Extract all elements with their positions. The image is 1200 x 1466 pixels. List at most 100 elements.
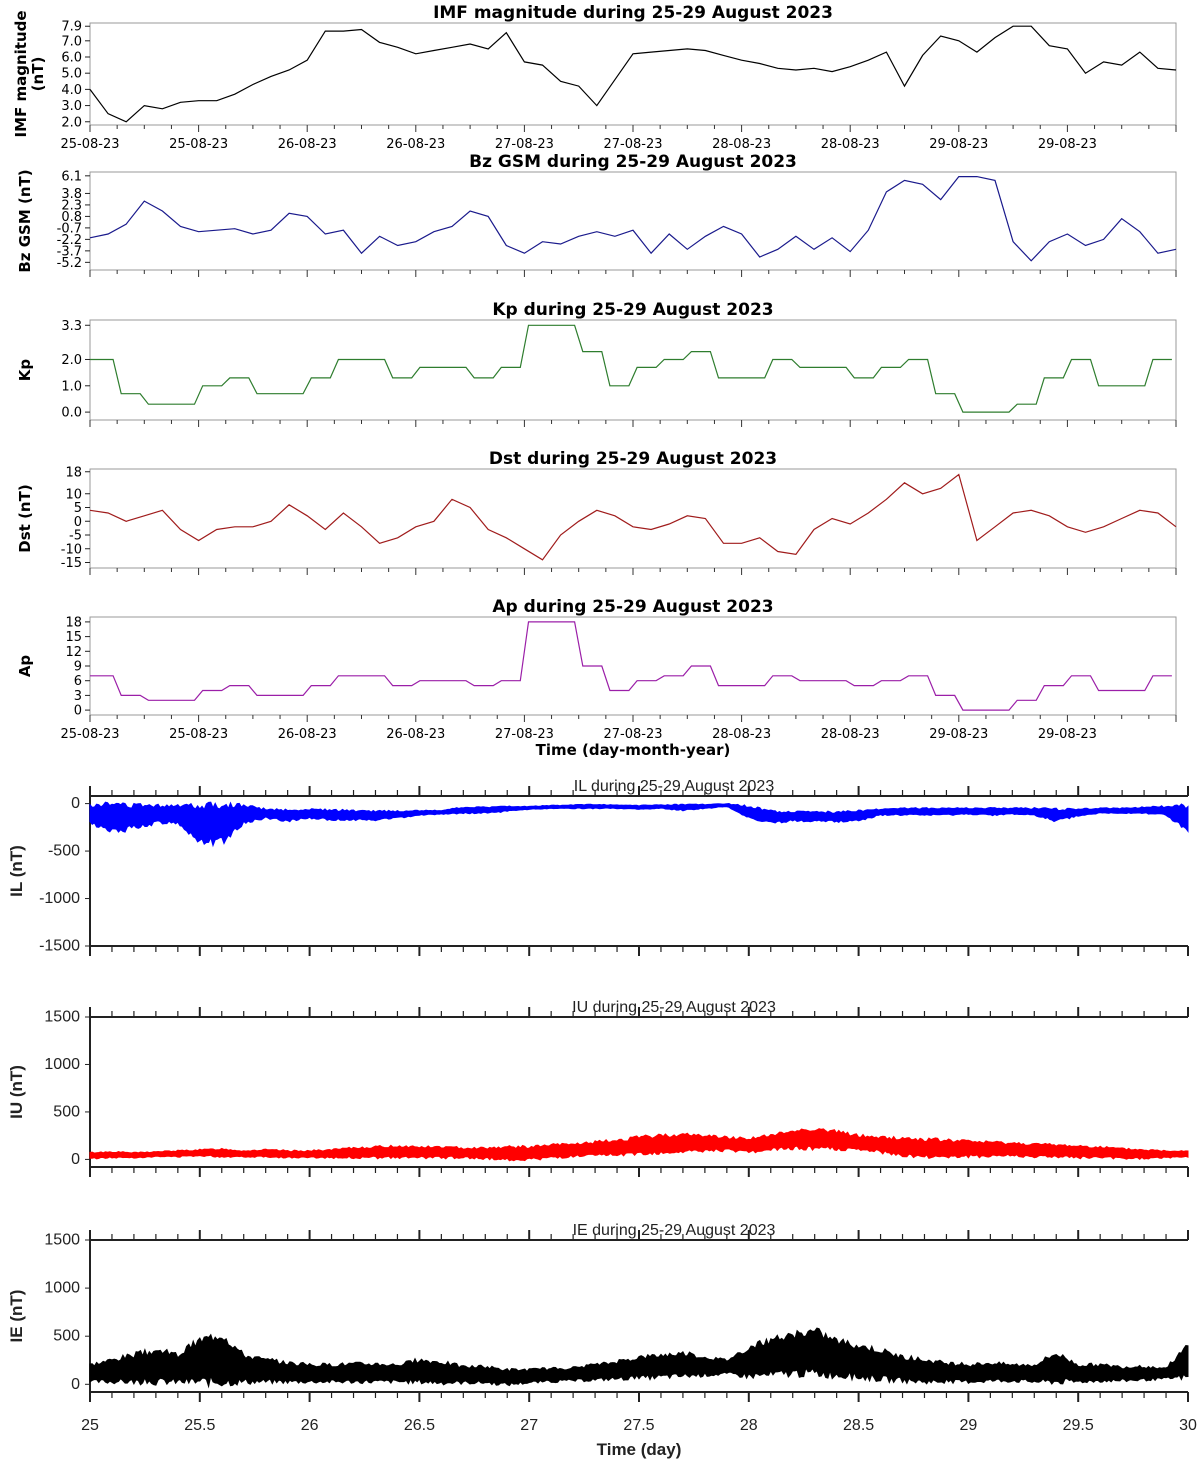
y-tick-label: -500 xyxy=(48,843,80,860)
x-tick-label: 30 xyxy=(1179,1417,1197,1434)
x-tick-label: 28-08-23 xyxy=(821,137,880,152)
x-tick-label: 27-08-23 xyxy=(495,137,554,152)
panel-7: IU during 25-29 August 2023 IU (nT) 0 500 10… xyxy=(7,999,1189,1177)
x-axis-label: Time (day) xyxy=(597,1440,682,1459)
y-tick-label: 3.8 xyxy=(61,187,82,202)
y-tick-label: 4.0 xyxy=(61,83,82,98)
panel-title: IMF magnitude during 25-29 August 2023 xyxy=(433,3,833,23)
y-tick-label: 0.8 xyxy=(61,210,82,225)
x-tick-label: 26-08-23 xyxy=(278,137,337,152)
y-axis-label: IE (nT) xyxy=(7,1290,26,1343)
panel-2: Bz GSM during 25-29 August 2023 Bz GSM (n… xyxy=(16,152,1177,277)
y-tick-label: 9 xyxy=(74,660,82,675)
series-line xyxy=(89,25,1177,123)
series-step-line xyxy=(90,324,1172,413)
panel-title: Dst during 25-29 August 2023 xyxy=(489,449,777,469)
x-tick-label: 27-08-23 xyxy=(603,137,662,152)
series-line xyxy=(89,473,1177,561)
y-tick-label: 500 xyxy=(53,1328,80,1345)
y-tick-label: -5.2 xyxy=(57,256,82,271)
plot-frame xyxy=(89,22,1177,126)
x-tick-label: 27-08-23 xyxy=(603,727,662,742)
y-tick-label: 0 xyxy=(71,1151,80,1168)
y-tick-label: -0.7 xyxy=(57,221,82,236)
y-tick-label: 7.0 xyxy=(61,34,82,49)
x-tick-label: 29-08-23 xyxy=(929,137,988,152)
y-tick-label: 500 xyxy=(53,1103,80,1120)
x-tick-label: 25-08-23 xyxy=(169,727,228,742)
y-axis-label: IMF magnitude(nT) xyxy=(12,10,47,137)
series-area xyxy=(89,801,1189,848)
y-tick-label: -3.7 xyxy=(57,244,82,259)
x-tick-label: 28-08-23 xyxy=(712,727,771,742)
y-axis-label: Ap xyxy=(16,655,34,678)
y-tick-label: 18 xyxy=(65,615,82,630)
y-tick-label: 0 xyxy=(74,704,82,719)
x-tick-label: 29-08-23 xyxy=(1038,137,1097,152)
y-axis-label: IU (nT) xyxy=(7,1065,26,1119)
y-tick-label: 12 xyxy=(65,645,82,660)
x-tick-label: 26-08-23 xyxy=(386,727,445,742)
y-tick-label: 0 xyxy=(71,1376,80,1393)
y-label-line-2: (nT) xyxy=(29,57,47,92)
x-tick-label: 25 xyxy=(81,1417,99,1434)
series-area xyxy=(89,1128,1189,1162)
x-tick-label: 28.5 xyxy=(843,1417,874,1434)
x-tick-label: 28 xyxy=(740,1417,758,1434)
x-tick-label: 29.5 xyxy=(1063,1417,1094,1434)
panel-3: Kp during 25-29 August 2023 Kp 0.0 1.0 2.0 3.… xyxy=(16,300,1177,427)
y-tick-label: 6.1 xyxy=(61,169,82,184)
x-tick-label: 25.5 xyxy=(184,1417,215,1434)
panel-1: IMF magnitude during 25-29 August 2023 IM… xyxy=(12,3,1177,152)
y-tick-label: 1.0 xyxy=(61,379,82,394)
panel-title: Kp during 25-29 August 2023 xyxy=(492,300,773,320)
panel-8: IE during 25-29 August 2023 IE (nT) 0 500 10… xyxy=(7,1222,1197,1459)
y-tick-label: 7.9 xyxy=(61,20,82,35)
x-tick-label: 25-08-23 xyxy=(60,137,119,152)
series-line xyxy=(89,176,1177,262)
y-tick-label: -10 xyxy=(61,542,82,557)
y-tick-label: 0.0 xyxy=(61,406,82,421)
plot-frame xyxy=(89,319,1177,421)
y-tick-label: 1000 xyxy=(44,1280,80,1297)
y-tick-label: 2.0 xyxy=(61,353,82,368)
plot-frame xyxy=(89,468,1177,569)
x-tick-label: 29 xyxy=(960,1417,978,1434)
y-tick-label: 5.0 xyxy=(61,67,82,82)
y-tick-label: 0 xyxy=(71,795,80,812)
x-tick-label: 25-08-23 xyxy=(60,727,119,742)
y-tick-label: 3.0 xyxy=(61,99,82,114)
x-tick-label: 28-08-23 xyxy=(821,727,880,742)
y-tick-label: 0 xyxy=(74,515,82,530)
plot-frame xyxy=(89,171,1177,271)
y-tick-label: 1000 xyxy=(44,1056,80,1073)
y-axis-label: IL (nT) xyxy=(7,845,26,897)
y-axis-label: Kp xyxy=(16,359,34,382)
x-tick-label: 27-08-23 xyxy=(495,727,554,742)
panel-title: Ap during 25-29 August 2023 xyxy=(492,597,773,617)
x-tick-label: 26 xyxy=(301,1417,319,1434)
y-axis-label: Bz GSM (nT) xyxy=(16,169,34,272)
y-tick-label: 10 xyxy=(65,487,82,502)
x-tick-label: 27.5 xyxy=(623,1417,654,1434)
y-tick-label: 5 xyxy=(74,501,82,516)
y-tick-label: 2.3 xyxy=(61,198,82,213)
x-tick-label: 29-08-23 xyxy=(1038,727,1097,742)
y-tick-label: 6.0 xyxy=(61,51,82,66)
y-tick-label: 6 xyxy=(74,674,82,689)
x-tick-label: 26-08-23 xyxy=(386,137,445,152)
x-tick-label: 28-08-23 xyxy=(712,137,771,152)
x-tick-label: 25-08-23 xyxy=(169,137,228,152)
y-tick-label: -5 xyxy=(69,529,82,544)
series-area xyxy=(89,1327,1189,1389)
y-tick-label: 1500 xyxy=(44,1009,80,1026)
y-tick-label: 3 xyxy=(74,689,82,704)
x-tick-label: 29-08-23 xyxy=(929,727,988,742)
panel-6: IL during 25-29 August 2023 IL (nT) -1500 -… xyxy=(7,778,1189,956)
panel-title: Bz GSM during 25-29 August 2023 xyxy=(469,152,797,172)
y-label-line-1: IMF magnitude xyxy=(12,10,30,137)
y-tick-label: 1500 xyxy=(44,1232,80,1249)
panel-title: IU during 25-29 August 2023 xyxy=(572,999,776,1016)
